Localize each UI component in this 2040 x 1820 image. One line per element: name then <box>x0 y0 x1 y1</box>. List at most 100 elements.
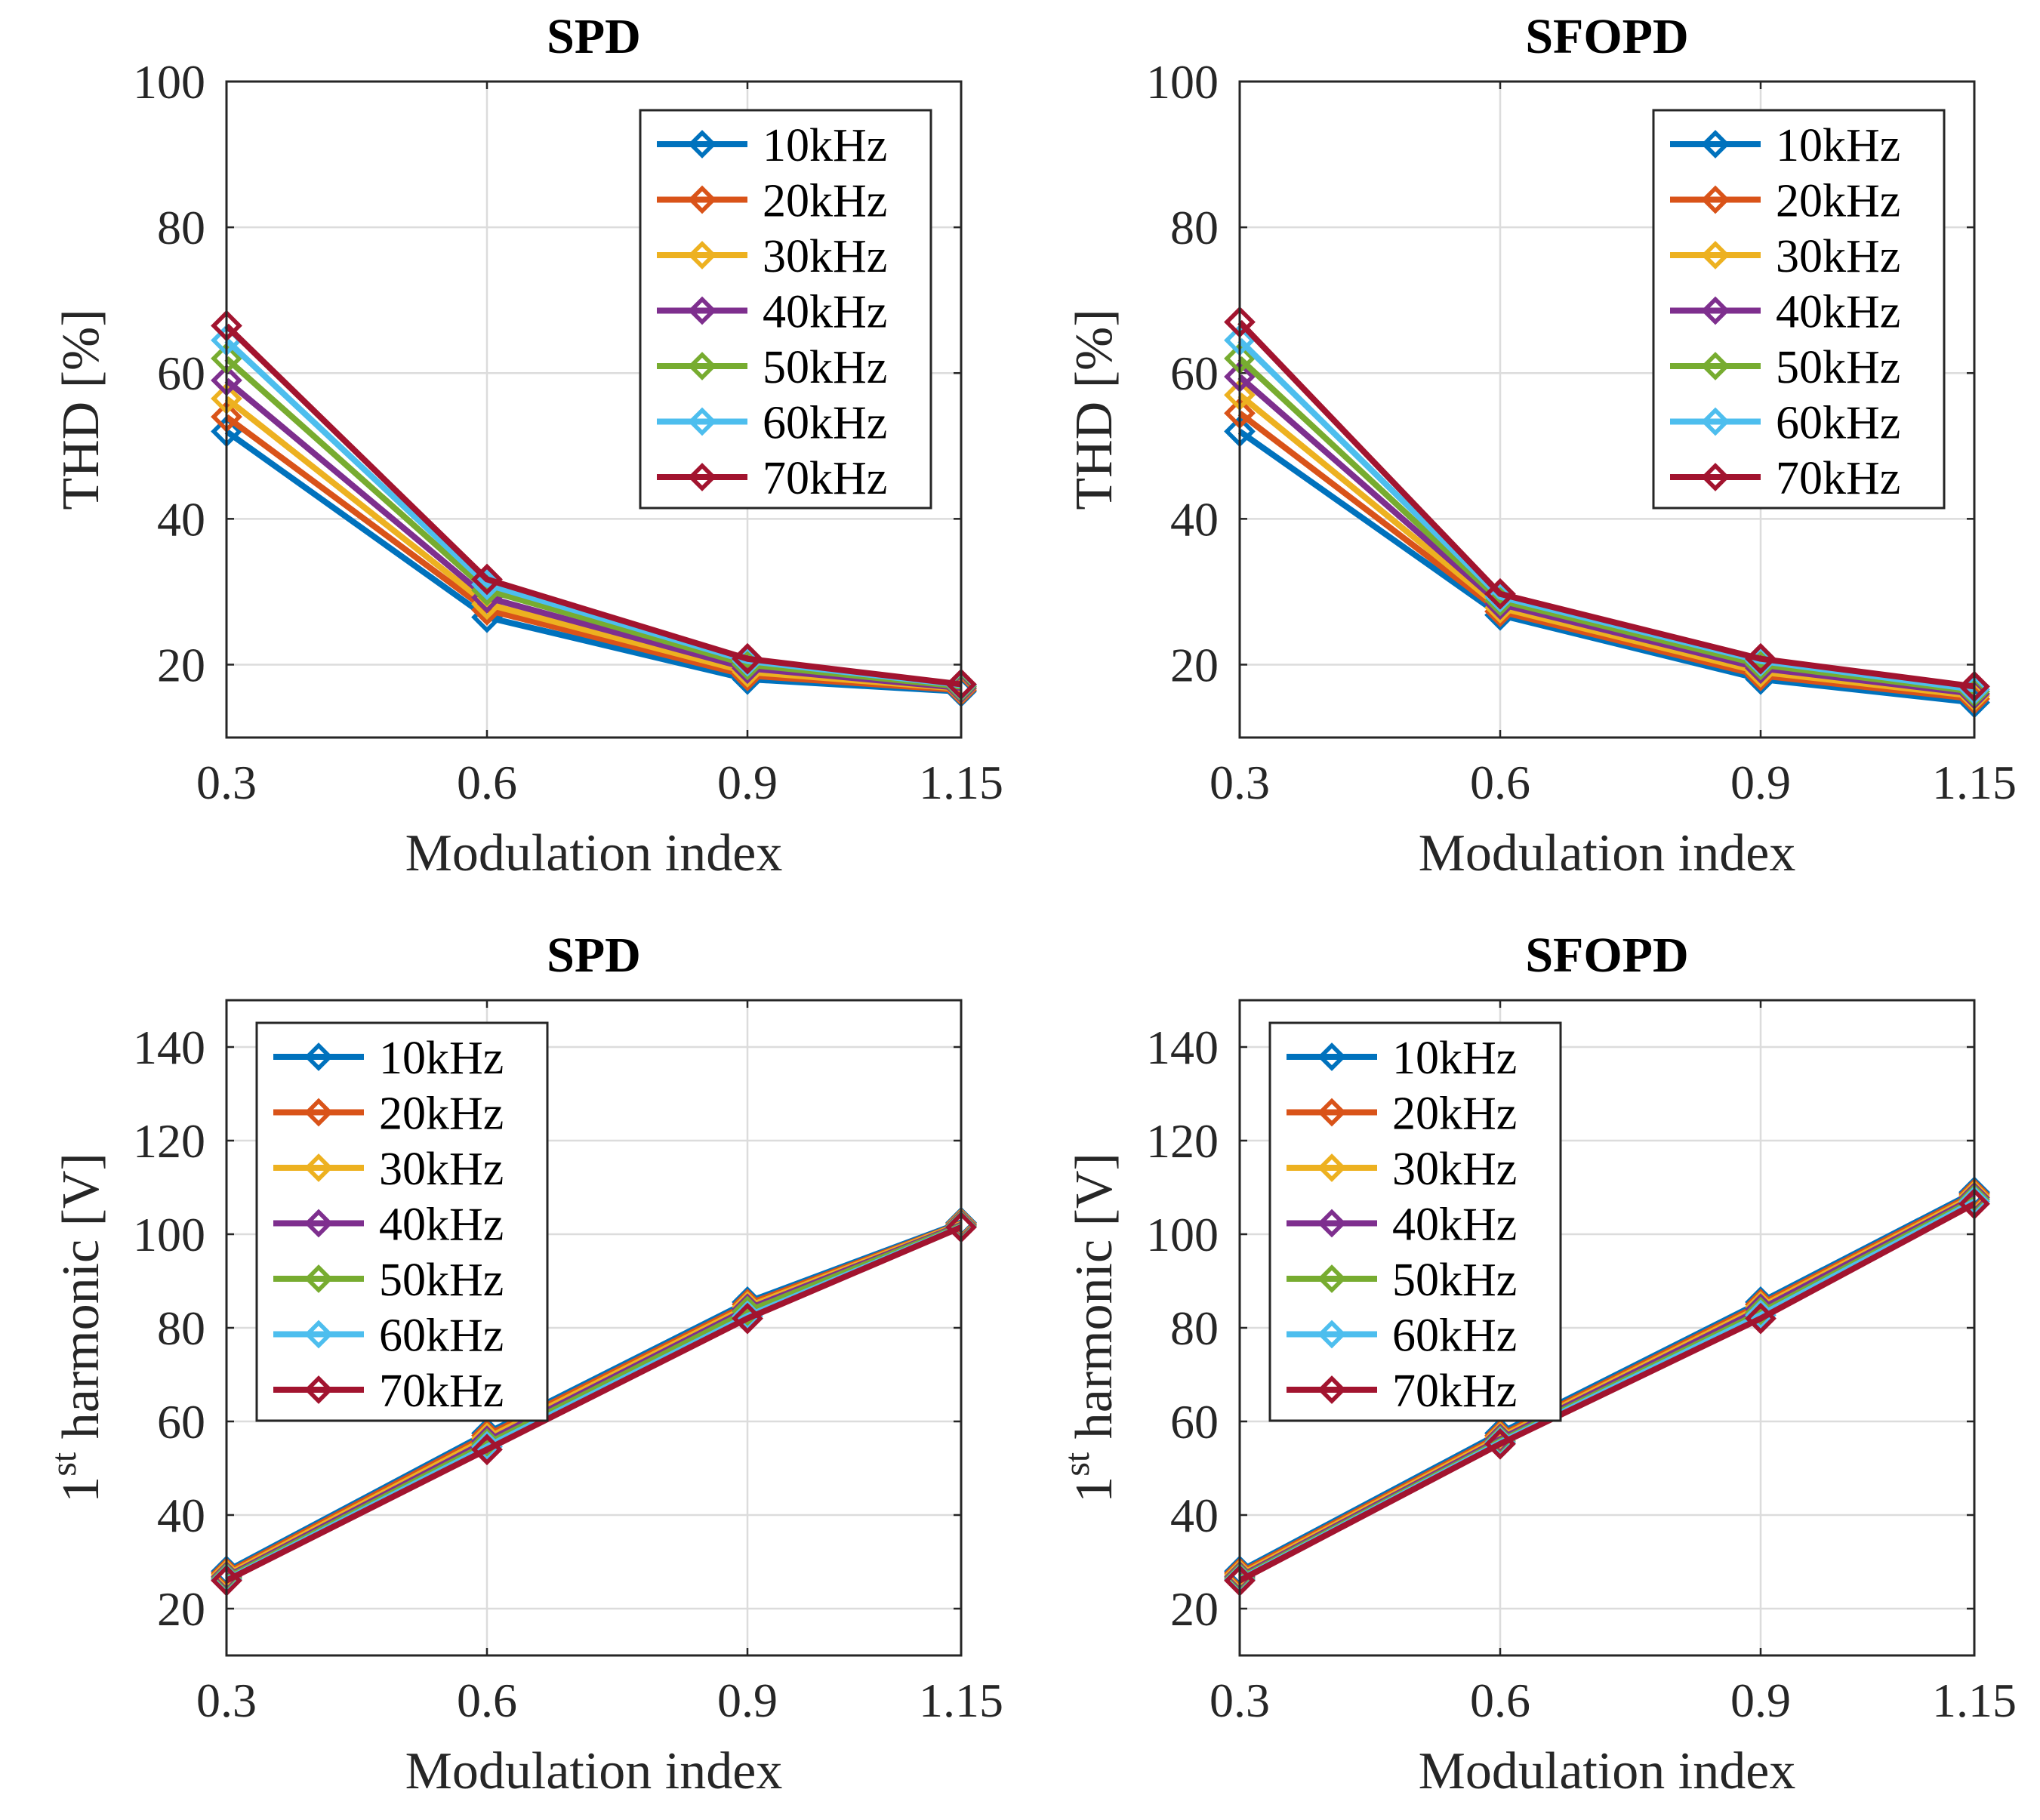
legend-marker <box>1317 1320 1346 1349</box>
data-point-marker <box>732 1295 763 1328</box>
y-tick-label: 40 <box>1170 492 1219 546</box>
x-tick-label: 0.6 <box>1470 1674 1530 1727</box>
legend-label: 10kHz <box>379 1033 504 1084</box>
y-tick-label: 60 <box>157 346 205 400</box>
x-tick-label: 1.15 <box>919 756 1003 809</box>
legend-marker <box>1317 1264 1346 1293</box>
legend-marker <box>1701 185 1730 214</box>
axes-box <box>225 999 963 1657</box>
x-tick-label: 0.6 <box>1470 756 1530 809</box>
legend-marker <box>1317 1098 1346 1127</box>
x-axis-label: Modulation index <box>1419 1742 1796 1800</box>
legend-label: 20kHz <box>1776 176 1900 227</box>
legend-label: 60kHz <box>763 398 887 449</box>
y-tick-label: 20 <box>1170 1582 1219 1636</box>
axes-box <box>1238 80 1976 739</box>
x-tick-label: 0.3 <box>1210 1674 1270 1727</box>
legend-marker <box>1701 296 1730 325</box>
data-point-marker <box>732 1302 763 1335</box>
series-line <box>1237 319 1975 690</box>
legend-marker <box>1701 463 1730 491</box>
legend-label: 60kHz <box>379 1310 504 1362</box>
legend-label: 10kHz <box>763 120 887 171</box>
y-tick-label: 140 <box>1146 1021 1219 1074</box>
y-tick-label: 80 <box>157 201 205 254</box>
legend-label: 30kHz <box>1776 231 1900 282</box>
x-tick-label: 1.15 <box>919 1674 1003 1727</box>
data-point-marker <box>1745 1302 1777 1335</box>
y-tick-label: 20 <box>157 1582 205 1636</box>
y-tick-label: 40 <box>157 492 205 546</box>
chart-title: SPD <box>547 928 641 983</box>
legend-label: 50kHz <box>763 342 887 393</box>
x-axis-label: Modulation index <box>1419 824 1796 882</box>
y-tick-label: 40 <box>157 1489 205 1542</box>
legend-marker <box>304 1264 333 1293</box>
legend-label: 40kHz <box>1392 1199 1517 1251</box>
data-point-marker <box>1745 642 1777 675</box>
series-line <box>224 323 962 688</box>
x-axis-label: Modulation index <box>405 1742 783 1800</box>
legend-label: 20kHz <box>763 176 887 227</box>
x-tick-label: 1.15 <box>1932 756 2017 809</box>
x-tick-label: 1.15 <box>1932 1674 2017 1727</box>
legend-marker <box>304 1209 333 1238</box>
legend-label: 70kHz <box>1392 1366 1517 1417</box>
data-point-marker <box>1484 577 1516 610</box>
chart-title: SPD <box>547 9 641 64</box>
x-tick-label: 0.6 <box>457 756 517 809</box>
legend-marker <box>1317 1209 1346 1238</box>
legend-label: 50kHz <box>1392 1255 1517 1306</box>
data-point-marker <box>471 563 503 596</box>
series-70kHz <box>211 309 977 701</box>
y-tick-label: 20 <box>157 638 205 691</box>
y-tick-label: 80 <box>1170 1301 1219 1355</box>
legend-marker <box>1317 1153 1346 1182</box>
series-line <box>1237 411 1975 702</box>
y-axis-label: THD [%] <box>1065 309 1123 510</box>
chart-title: SFOPD <box>1525 9 1688 64</box>
legend-label: 70kHz <box>1776 453 1900 504</box>
series-line <box>1238 1201 1976 1584</box>
legend-marker <box>688 352 716 380</box>
legend-marker <box>1701 407 1730 436</box>
axes-box <box>1238 999 1976 1657</box>
legend-label: 70kHz <box>379 1366 504 1417</box>
x-tick-label: 0.3 <box>1210 756 1270 809</box>
legend-label: 40kHz <box>1776 287 1900 338</box>
y-axis-label-rest: harmonic [V] <box>1065 1153 1123 1452</box>
x-tick-label: 0.9 <box>1730 1674 1791 1727</box>
legend-marker <box>304 1098 333 1127</box>
legend-label: 70kHz <box>763 453 887 504</box>
legend-label: 30kHz <box>1392 1144 1517 1195</box>
y-tick-label: 60 <box>1170 346 1219 400</box>
y-tick-label: 80 <box>1170 201 1219 254</box>
y-tick-label: 40 <box>1170 1489 1219 1542</box>
data-point-marker <box>471 1434 503 1466</box>
x-tick-label: 0.3 <box>196 1674 257 1727</box>
legend-label: 20kHz <box>1392 1089 1517 1140</box>
legend-label: 10kHz <box>1776 120 1900 171</box>
subplot-2: 0.3 0.6 0.9 1.15 20 40 60 80 100 SFOPD Modulation … <box>1065 9 2017 882</box>
y-axis-label-base: 1 <box>52 1477 110 1503</box>
legend-label: 50kHz <box>379 1255 504 1306</box>
y-axis-label-superscript: st <box>1057 1452 1097 1477</box>
legend-marker <box>688 130 716 159</box>
legend-label: 30kHz <box>763 231 887 282</box>
y-tick-label: 80 <box>157 1301 205 1355</box>
chart-title: SFOPD <box>1525 928 1688 983</box>
axes-box <box>225 80 963 739</box>
legend-label: 60kHz <box>1776 398 1900 449</box>
y-axis-label: 1st harmonic [V] <box>44 1153 110 1503</box>
y-tick-label: 120 <box>1146 1114 1219 1168</box>
legend-marker <box>1701 130 1730 159</box>
y-tick-label: 140 <box>133 1021 205 1074</box>
x-tick-label: 0.6 <box>457 1674 517 1727</box>
y-tick-label: 120 <box>133 1114 205 1168</box>
y-tick-label: 20 <box>1170 638 1219 691</box>
legend-marker <box>688 241 716 269</box>
series-70kHz <box>1224 1187 1990 1597</box>
